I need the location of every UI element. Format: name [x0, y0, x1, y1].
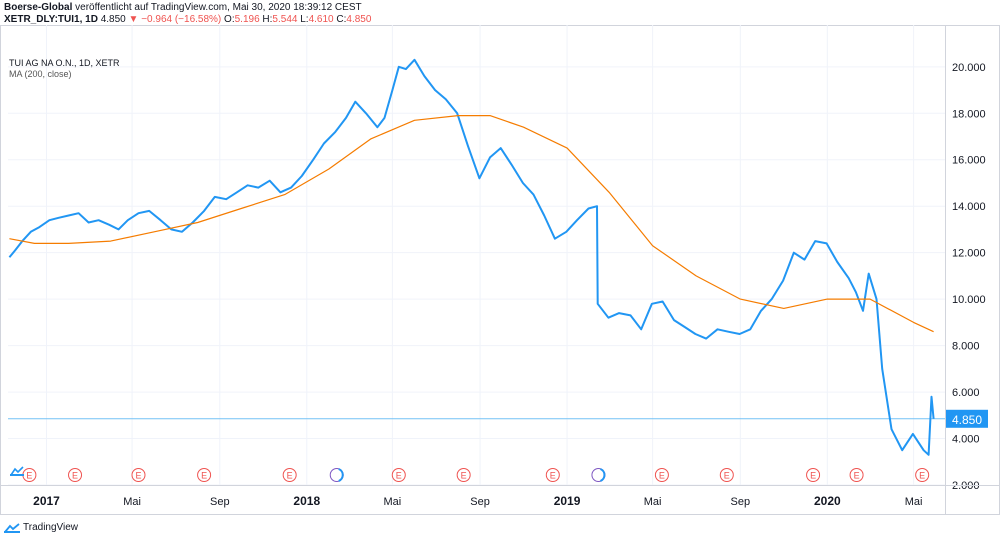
x-tick-label: Mai — [905, 496, 923, 508]
ohlc-line: XETR_DLY:TUI1, 1D 4.850 ▼ −0.964 (−16.58… — [4, 14, 371, 25]
symbol-label: XETR_DLY:TUI1, 1D — [4, 14, 98, 25]
earnings-marker-label: E — [396, 471, 402, 481]
dividend-marker-arc — [599, 468, 606, 482]
chart-frame[interactable]: 2.000 4.000 6.000 8.000 10.000 12.000 14.000 16… — [0, 25, 1000, 515]
y-tick-label: 4.000 — [952, 434, 980, 446]
x-tick-label: 2020 — [814, 494, 841, 508]
earnings-marker-label: E — [201, 471, 207, 481]
change-value: −0.964 (−16.58%) — [141, 14, 222, 25]
earnings-marker-label: E — [810, 471, 816, 481]
close-label: C: — [336, 14, 347, 25]
earnings-marker-label: E — [135, 471, 141, 481]
y-tick-label: 14.000 — [952, 201, 986, 213]
earnings-marker — [68, 468, 83, 482]
y-tick-label: 12.000 — [952, 248, 986, 260]
x-tick-label: Mai — [123, 496, 141, 508]
down-arrow-icon: ▼ — [128, 14, 139, 25]
low-label: L: — [300, 14, 309, 25]
earnings-marker — [282, 468, 297, 482]
y-tick-label: 18.000 — [952, 108, 986, 120]
low-value: 4.610 — [308, 14, 334, 25]
close-value: 4.850 — [346, 14, 372, 25]
earnings-marker — [456, 468, 471, 482]
earnings-marker-label: E — [72, 471, 78, 481]
open-value: 5.196 — [234, 14, 260, 25]
high-value: 5.544 — [272, 14, 298, 25]
earnings-marker — [545, 468, 560, 482]
tradingview-logo-icon — [10, 466, 24, 476]
x-tick-label: Mai — [644, 496, 662, 508]
x-tick-label: 2019 — [554, 494, 581, 508]
chart-border — [0, 25, 1000, 515]
earnings-marker-label: E — [461, 471, 467, 481]
earnings-marker-label: E — [26, 471, 32, 481]
x-tick-label: Sep — [470, 496, 490, 508]
last-price-label: 4.850 — [952, 413, 982, 427]
y-tick-label: 8.000 — [952, 341, 980, 353]
earnings-marker-label: E — [287, 471, 293, 481]
earnings-marker — [849, 468, 864, 482]
y-tick-label: 20.000 — [952, 62, 986, 74]
series-legend: TUI AG NA O.N., 1D, XETR — [9, 58, 120, 68]
dividend-marker-arc — [338, 468, 344, 482]
earnings-marker — [654, 468, 669, 482]
y-tick-label: 10.000 — [952, 294, 986, 306]
x-tick-label: Sep — [731, 496, 751, 508]
ma-legend: MA (200, close) — [9, 69, 72, 79]
x-tick-label: 2018 — [293, 494, 320, 508]
price-chart[interactable]: 2.0004.0006.0008.00010.00012.00014.00016… — [0, 25, 1000, 515]
tradingview-logo-icon — [4, 522, 20, 533]
published-text: veröffentlicht auf TradingView.com, Mai … — [75, 2, 362, 13]
earnings-marker-label: E — [919, 471, 925, 481]
earnings-marker-label: E — [550, 471, 556, 481]
high-label: H: — [262, 14, 273, 25]
earnings-marker — [806, 468, 821, 482]
x-tick-label: Sep — [210, 496, 230, 508]
ma-line — [9, 114, 934, 333]
y-tick-label: 6.000 — [952, 387, 980, 399]
x-tick-label: 2017 — [33, 494, 60, 508]
open-label: O: — [224, 14, 235, 25]
earnings-marker-label: E — [724, 471, 730, 481]
footer: TradingView — [4, 522, 78, 533]
earnings-marker — [915, 468, 930, 482]
price-line — [8, 58, 935, 456]
earnings-marker — [131, 468, 146, 482]
earnings-marker-label: E — [659, 471, 665, 481]
last-price-badge — [946, 409, 988, 428]
earnings-marker — [197, 468, 212, 482]
last-price: 4.850 — [100, 14, 126, 25]
footer-brand[interactable]: TradingView — [23, 522, 79, 533]
publish-info: Boerse-Global veröffentlicht auf Trading… — [4, 2, 362, 13]
earnings-marker — [391, 468, 406, 482]
x-tick-label: Mai — [383, 496, 401, 508]
earnings-marker — [719, 468, 734, 482]
earnings-marker-label: E — [854, 471, 860, 481]
author-name[interactable]: Boerse-Global — [4, 2, 73, 13]
y-tick-label: 16.000 — [952, 155, 986, 167]
